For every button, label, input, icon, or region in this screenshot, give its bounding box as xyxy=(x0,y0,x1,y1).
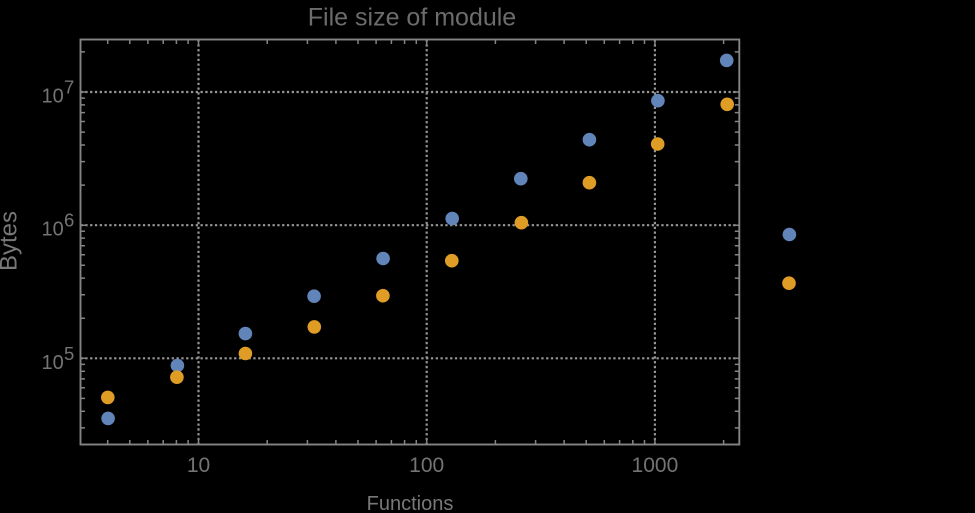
svg-text:File size of module: File size of module xyxy=(308,4,516,32)
svg-text:10: 10 xyxy=(42,86,64,108)
svg-text:6: 6 xyxy=(64,210,74,231)
svg-text:1000: 1000 xyxy=(632,454,679,477)
svg-text:Functions: Functions xyxy=(367,493,454,513)
svg-text:7: 7 xyxy=(64,77,74,98)
svg-text:10: 10 xyxy=(42,219,64,241)
svg-text:100: 100 xyxy=(409,454,444,477)
svg-text:10: 10 xyxy=(187,454,210,477)
svg-text:10: 10 xyxy=(42,352,64,374)
svg-text:5: 5 xyxy=(64,343,74,364)
svg-text:Bytes: Bytes xyxy=(0,211,23,271)
